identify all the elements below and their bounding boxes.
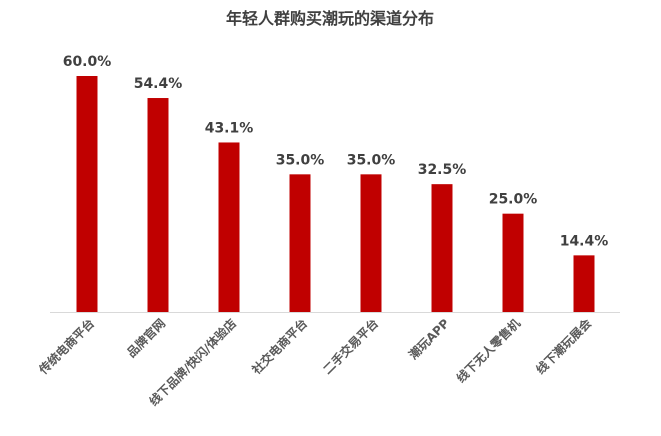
bar — [431, 184, 453, 312]
bar — [502, 213, 524, 312]
x-tick-label: 二手交易平台 — [320, 316, 382, 378]
x-tick-label: 潮玩APP — [406, 315, 453, 362]
x-tick-label: 社交电商平台 — [248, 316, 310, 378]
value-label: 35.0% — [347, 152, 396, 168]
value-label: 54.4% — [134, 76, 183, 92]
bar — [289, 174, 311, 312]
bar — [76, 76, 98, 312]
value-label: 14.4% — [560, 233, 609, 249]
bar — [218, 142, 240, 312]
chart-title: 年轻人群购买潮玩的渠道分布 — [226, 9, 434, 28]
value-label: 32.5% — [418, 162, 467, 178]
value-label: 35.0% — [276, 152, 325, 168]
value-label: 25.0% — [489, 192, 538, 208]
x-tick-label: 传统电商平台 — [35, 316, 97, 378]
x-tick-label: 品牌官网 — [124, 316, 169, 361]
value-label: 43.1% — [205, 120, 254, 136]
x-tick-label: 线下潮玩展会 — [533, 315, 595, 377]
x-tick-label: 线下无人零售机 — [453, 316, 523, 386]
bar — [147, 98, 169, 312]
bar — [360, 174, 382, 312]
value-label: 60.0% — [63, 54, 112, 70]
bar — [573, 255, 595, 312]
